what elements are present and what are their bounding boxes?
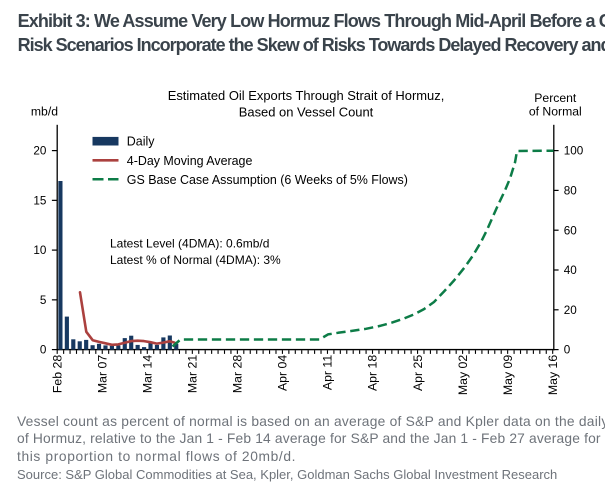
svg-text:100: 100 bbox=[564, 145, 584, 158]
svg-text:40: 40 bbox=[564, 264, 578, 277]
svg-text:Apr 04: Apr 04 bbox=[276, 355, 290, 391]
svg-text:GS Base Case Assumption (6 Wee: GS Base Case Assumption (6 Weeks of 5% F… bbox=[127, 173, 408, 187]
svg-text:4-Day Moving Average: 4-Day Moving Average bbox=[127, 154, 253, 168]
svg-text:Estimated Oil Exports Through: Estimated Oil Exports Through Strait of … bbox=[168, 88, 445, 103]
svg-text:10: 10 bbox=[33, 244, 47, 257]
svg-text:0: 0 bbox=[40, 344, 47, 357]
svg-text:0: 0 bbox=[564, 344, 571, 357]
svg-text:of Normal: of Normal bbox=[529, 104, 582, 118]
svg-text:May 02: May 02 bbox=[456, 355, 470, 395]
svg-text:Mar 14: Mar 14 bbox=[140, 355, 154, 393]
svg-text:Mar 21: Mar 21 bbox=[186, 355, 200, 393]
svg-text:Daily: Daily bbox=[127, 135, 155, 149]
svg-text:Mar 28: Mar 28 bbox=[231, 355, 245, 393]
svg-text:May 16: May 16 bbox=[546, 355, 560, 395]
svg-text:60: 60 bbox=[564, 224, 578, 237]
svg-text:20: 20 bbox=[33, 145, 47, 158]
svg-text:Latest Level (4DMA): 0.6mb/d: Latest Level (4DMA): 0.6mb/d bbox=[110, 237, 269, 251]
svg-text:Apr 11: Apr 11 bbox=[321, 355, 335, 390]
svg-text:Apr 18: Apr 18 bbox=[366, 355, 380, 391]
svg-text:Based on Vessel Count: Based on Vessel Count bbox=[239, 104, 374, 119]
svg-text:20: 20 bbox=[564, 304, 578, 317]
svg-text:Latest % of Normal (4DMA): 3%: Latest % of Normal (4DMA): 3% bbox=[110, 253, 281, 267]
svg-text:Apr 25: Apr 25 bbox=[411, 355, 425, 391]
svg-text:Percent: Percent bbox=[534, 91, 577, 105]
svg-text:80: 80 bbox=[564, 184, 578, 197]
svg-text:5: 5 bbox=[40, 294, 47, 307]
svg-text:mb/d: mb/d bbox=[31, 105, 58, 119]
svg-text:Mar 07: Mar 07 bbox=[95, 355, 109, 393]
svg-text:Feb 28: Feb 28 bbox=[50, 355, 64, 393]
svg-text:May 09: May 09 bbox=[501, 355, 515, 395]
svg-text:15: 15 bbox=[33, 194, 47, 207]
